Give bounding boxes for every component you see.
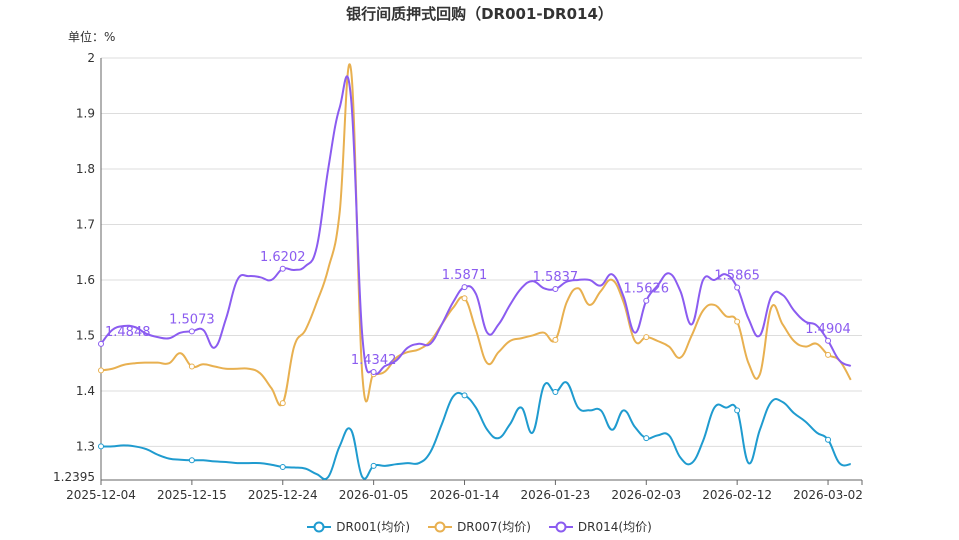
x-tick-label: 2025-12-04 [66,488,136,502]
y-tick-label: 1.4 [76,384,95,398]
legend-symbol-icon [307,521,332,532]
data-point-marker [188,363,195,370]
y-tick-label: 1.6 [76,273,95,287]
data-point-marker [643,297,650,304]
data-label: 1.4904 [805,322,851,337]
data-point-marker [825,436,832,443]
x-tick-label: 2026-02-03 [611,488,681,502]
legend-symbol-icon [548,521,573,532]
x-tick-label: 2026-01-14 [430,488,500,502]
x-tick-label: 2026-01-05 [339,488,409,502]
data-point-marker [98,443,104,450]
data-point-marker [552,286,559,293]
data-point-marker [188,457,195,464]
data-point-marker [279,400,286,407]
data-point-marker [552,389,559,396]
data-label: 1.5871 [442,268,488,283]
data-point-marker [643,334,650,341]
data-point-marker [734,318,741,325]
series-line-DR001(均价) [100,381,851,481]
data-point-marker [188,328,195,335]
legend-label: DR001(均价) [336,520,411,534]
data-point-marker [734,407,741,414]
data-point-marker [461,295,468,302]
legend-label: DR007(均价) [457,520,531,534]
data-point-marker [279,265,286,272]
legend: DR001(均价) DR007(均价) DR014(均价) [0,518,959,535]
data-point-marker [370,368,377,375]
y-tick-label: 1.3 [76,439,95,453]
data-label: 1.4342 [351,353,397,368]
y-tick-label: 2 [87,51,95,65]
x-tick-label: 2026-03-02 [793,488,863,502]
x-tick-label: 2026-01-23 [521,488,591,502]
y-tick-label: 1.2395 [53,470,95,484]
y-tick-label: 1.7 [76,217,95,231]
x-tick-label: 2026-02-12 [702,488,772,502]
y-axis-unit-label: 单位：% [68,30,116,44]
data-point-marker [825,337,832,344]
legend-item-dr001[interactable]: DR001(均价) [307,518,410,535]
y-tick-label: 1.5 [76,328,95,342]
data-label: 1.5073 [169,312,215,327]
data-point-marker [98,367,104,374]
data-label: 1.4848 [105,325,151,340]
data-point-marker [552,336,559,343]
chart-title: 银行间质押式回购（DR001-DR014） [346,5,613,23]
legend-item-dr014[interactable]: DR014(均价) [548,518,652,535]
data-point-marker [279,463,286,470]
data-point-marker [825,351,832,358]
data-point-marker [370,462,377,469]
y-tick-label: 1.8 [76,162,95,176]
series-line-DR014(均价) [100,75,852,375]
legend-label: DR014(均价) [577,520,652,534]
data-label: 1.6202 [260,250,306,265]
legend-symbol-icon [428,521,453,532]
data-point-marker [461,392,468,399]
data-point-marker [643,435,650,442]
series-line-DR007(均价) [100,63,852,407]
data-label: 1.5837 [533,270,579,285]
line-chart: 1.2395 1.3 1.4 1.5 1.6 1.7 1.8 1.9 2 2025-12-04 20… [53,51,863,502]
data-label: 1.5626 [624,282,670,297]
data-point-marker [461,284,468,291]
y-tick-label: 1.9 [76,106,95,120]
legend-item-dr007[interactable]: DR007(均价) [428,518,531,535]
data-point-marker [734,284,741,291]
x-tick-label: 2025-12-15 [157,488,227,502]
data-label: 1.5865 [714,268,760,283]
x-tick-label: 2025-12-24 [248,488,318,502]
data-point-marker [98,340,104,347]
